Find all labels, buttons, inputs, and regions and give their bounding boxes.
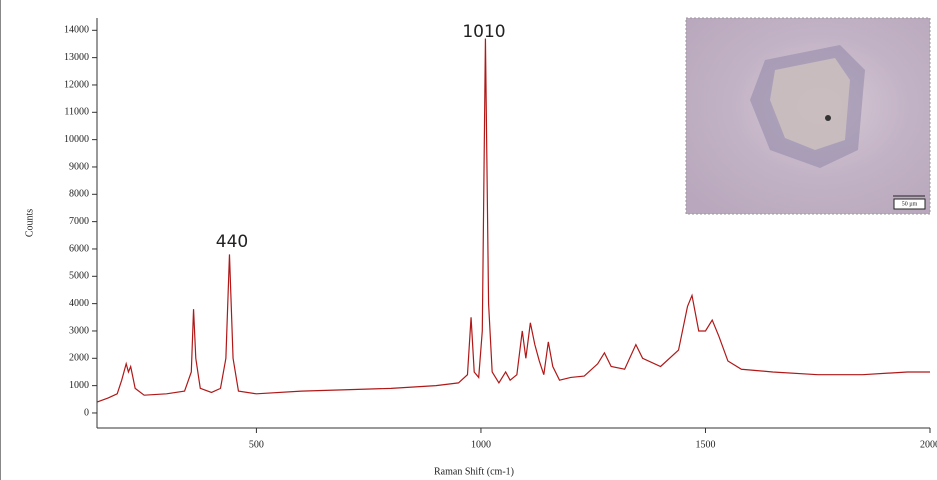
y-tick-label: 1000 bbox=[69, 380, 89, 391]
y-tick-label: 4000 bbox=[69, 298, 89, 309]
y-tick-label: 3000 bbox=[69, 325, 89, 336]
peak-annotation: 1010 bbox=[462, 22, 505, 42]
y-tick-label: 12000 bbox=[64, 79, 89, 90]
y-tick-label: 11000 bbox=[64, 107, 89, 118]
y-tick-label: 5000 bbox=[69, 271, 89, 282]
x-tick-label: 500 bbox=[249, 439, 264, 450]
x-tick-label: 1500 bbox=[695, 439, 715, 450]
y-tick-label: 9000 bbox=[69, 161, 89, 172]
x-tick-label: 2000 bbox=[920, 439, 937, 450]
x-tick-label: 1000 bbox=[471, 439, 491, 450]
peak-annotation: 440 bbox=[216, 232, 248, 252]
y-tick-label: 7000 bbox=[69, 216, 89, 227]
y-tick-label: 13000 bbox=[64, 52, 89, 63]
y-tick-label: 6000 bbox=[69, 243, 89, 254]
y-tick-label: 10000 bbox=[64, 134, 89, 145]
y-tick-label: 8000 bbox=[69, 189, 89, 200]
scale-label: 50 µm bbox=[902, 201, 918, 207]
spectrum-line bbox=[96, 38, 930, 403]
y-tick-label: 14000 bbox=[64, 25, 89, 36]
y-tick-label: 2000 bbox=[69, 353, 89, 364]
inset-photo: 50 µm bbox=[685, 17, 931, 215]
y-axis-label: Counts bbox=[24, 209, 35, 237]
y-tick-label: 0 bbox=[84, 407, 89, 418]
x-axis-label: Raman Shift (cm-1) bbox=[434, 466, 514, 477]
